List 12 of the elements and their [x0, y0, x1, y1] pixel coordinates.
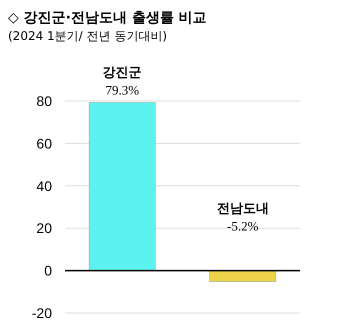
- data-label: -5.2%: [227, 218, 259, 234]
- y-tick-label: 80: [36, 93, 52, 109]
- y-tick-label: 40: [36, 178, 52, 194]
- data-label: 79.3%: [105, 82, 140, 98]
- x-tick-label: 전남도내: [216, 202, 269, 217]
- y-tick-label: 0: [44, 262, 52, 279]
- chart-subtitle: (2024 1분기/ 전년 동기대비): [8, 29, 168, 43]
- y-tick-label: -20: [32, 305, 52, 321]
- y-tick-label: 20: [36, 220, 52, 236]
- chart-title: ◇ 강진군·전남도내 출생률 비교: [8, 10, 207, 26]
- y-tick-label: 60: [36, 135, 52, 152]
- x-tick-label: 강진군: [102, 65, 142, 80]
